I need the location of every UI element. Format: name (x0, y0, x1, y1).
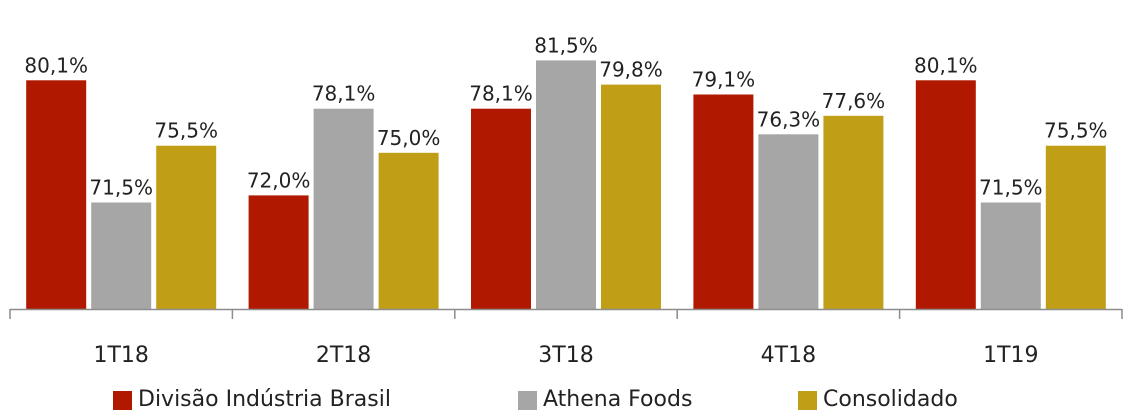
data-label-3t18-series-1: 81,5% (534, 33, 598, 57)
data-label-2t18-series-2: 75,0% (377, 126, 441, 150)
bar-1t18-series-0 (26, 80, 87, 309)
bar-chart: 80,1%71,5%75,5%1T1872,0%78,1%75,0%2T1878… (9, 33, 1123, 368)
bar-4t18-series-1 (758, 134, 819, 309)
bar-4t18-series-2 (823, 115, 884, 309)
bar-3t18-series-2 (601, 84, 661, 309)
x-tick-label-1t19: 1T19 (983, 343, 1038, 368)
data-label-1t18-series-2: 75,5% (154, 119, 218, 143)
data-label-4t18-series-1: 76,3% (757, 107, 821, 131)
data-label-2t18-series-0: 72,0% (247, 168, 311, 192)
data-label-3t18-series-2: 79,8% (599, 58, 663, 82)
data-label-1t19-series-2: 75,5% (1044, 119, 1108, 143)
bar-1t18-series-1 (91, 202, 152, 309)
bar-2t18-series-1 (313, 108, 374, 309)
legend-label-divisao: Divisão Indústria Brasil (138, 387, 391, 412)
legend-swatch-athena (518, 390, 537, 410)
data-label-2t18-series-1: 78,1% (312, 82, 376, 106)
legend-label-consolidado: Consolidado (823, 387, 958, 412)
data-label-1t18-series-0: 80,1% (24, 53, 88, 77)
data-label-4t18-series-0: 79,1% (692, 68, 756, 92)
data-label-3t18-series-0: 78,1% (469, 82, 533, 106)
bar-1t18-series-2 (156, 145, 217, 309)
legend-label-athena: Athena Foods (543, 387, 693, 412)
bar-3t18-series-0 (471, 108, 531, 309)
legend-swatch-divisao (113, 390, 132, 410)
data-label-1t19-series-1: 71,5% (979, 176, 1043, 200)
bar-3t18-series-1 (536, 60, 596, 310)
data-label-1t18-series-1: 71,5% (89, 176, 153, 200)
x-tick-label-1t18: 1T18 (93, 343, 148, 368)
bar-1t19-series-0 (915, 80, 976, 309)
x-tick-label-2t18: 2T18 (316, 343, 371, 368)
legend-item-athena-foods: Athena Foods (518, 387, 692, 413)
legend-swatch-consolidado (798, 390, 817, 410)
legend-item-consolidado: Consolidado (798, 387, 958, 413)
legend-item-divisao-industria-brasil: Divisão Indústria Brasil (113, 387, 391, 413)
bar-2t18-series-2 (378, 152, 439, 309)
data-label-4t18-series-2: 77,6% (822, 89, 886, 113)
bar-1t19-series-2 (1045, 145, 1106, 309)
x-tick-label-4t18: 4T18 (761, 343, 816, 368)
bar-2t18-series-0 (248, 195, 309, 309)
bar-1t19-series-1 (980, 202, 1041, 309)
data-label-1t19-series-0: 80,1% (914, 53, 978, 77)
x-tick-label-3t18: 3T18 (538, 343, 593, 368)
legend: Divisão Indústria Brasil Athena Foods Co… (0, 387, 1132, 413)
bar-4t18-series-0 (693, 94, 754, 309)
